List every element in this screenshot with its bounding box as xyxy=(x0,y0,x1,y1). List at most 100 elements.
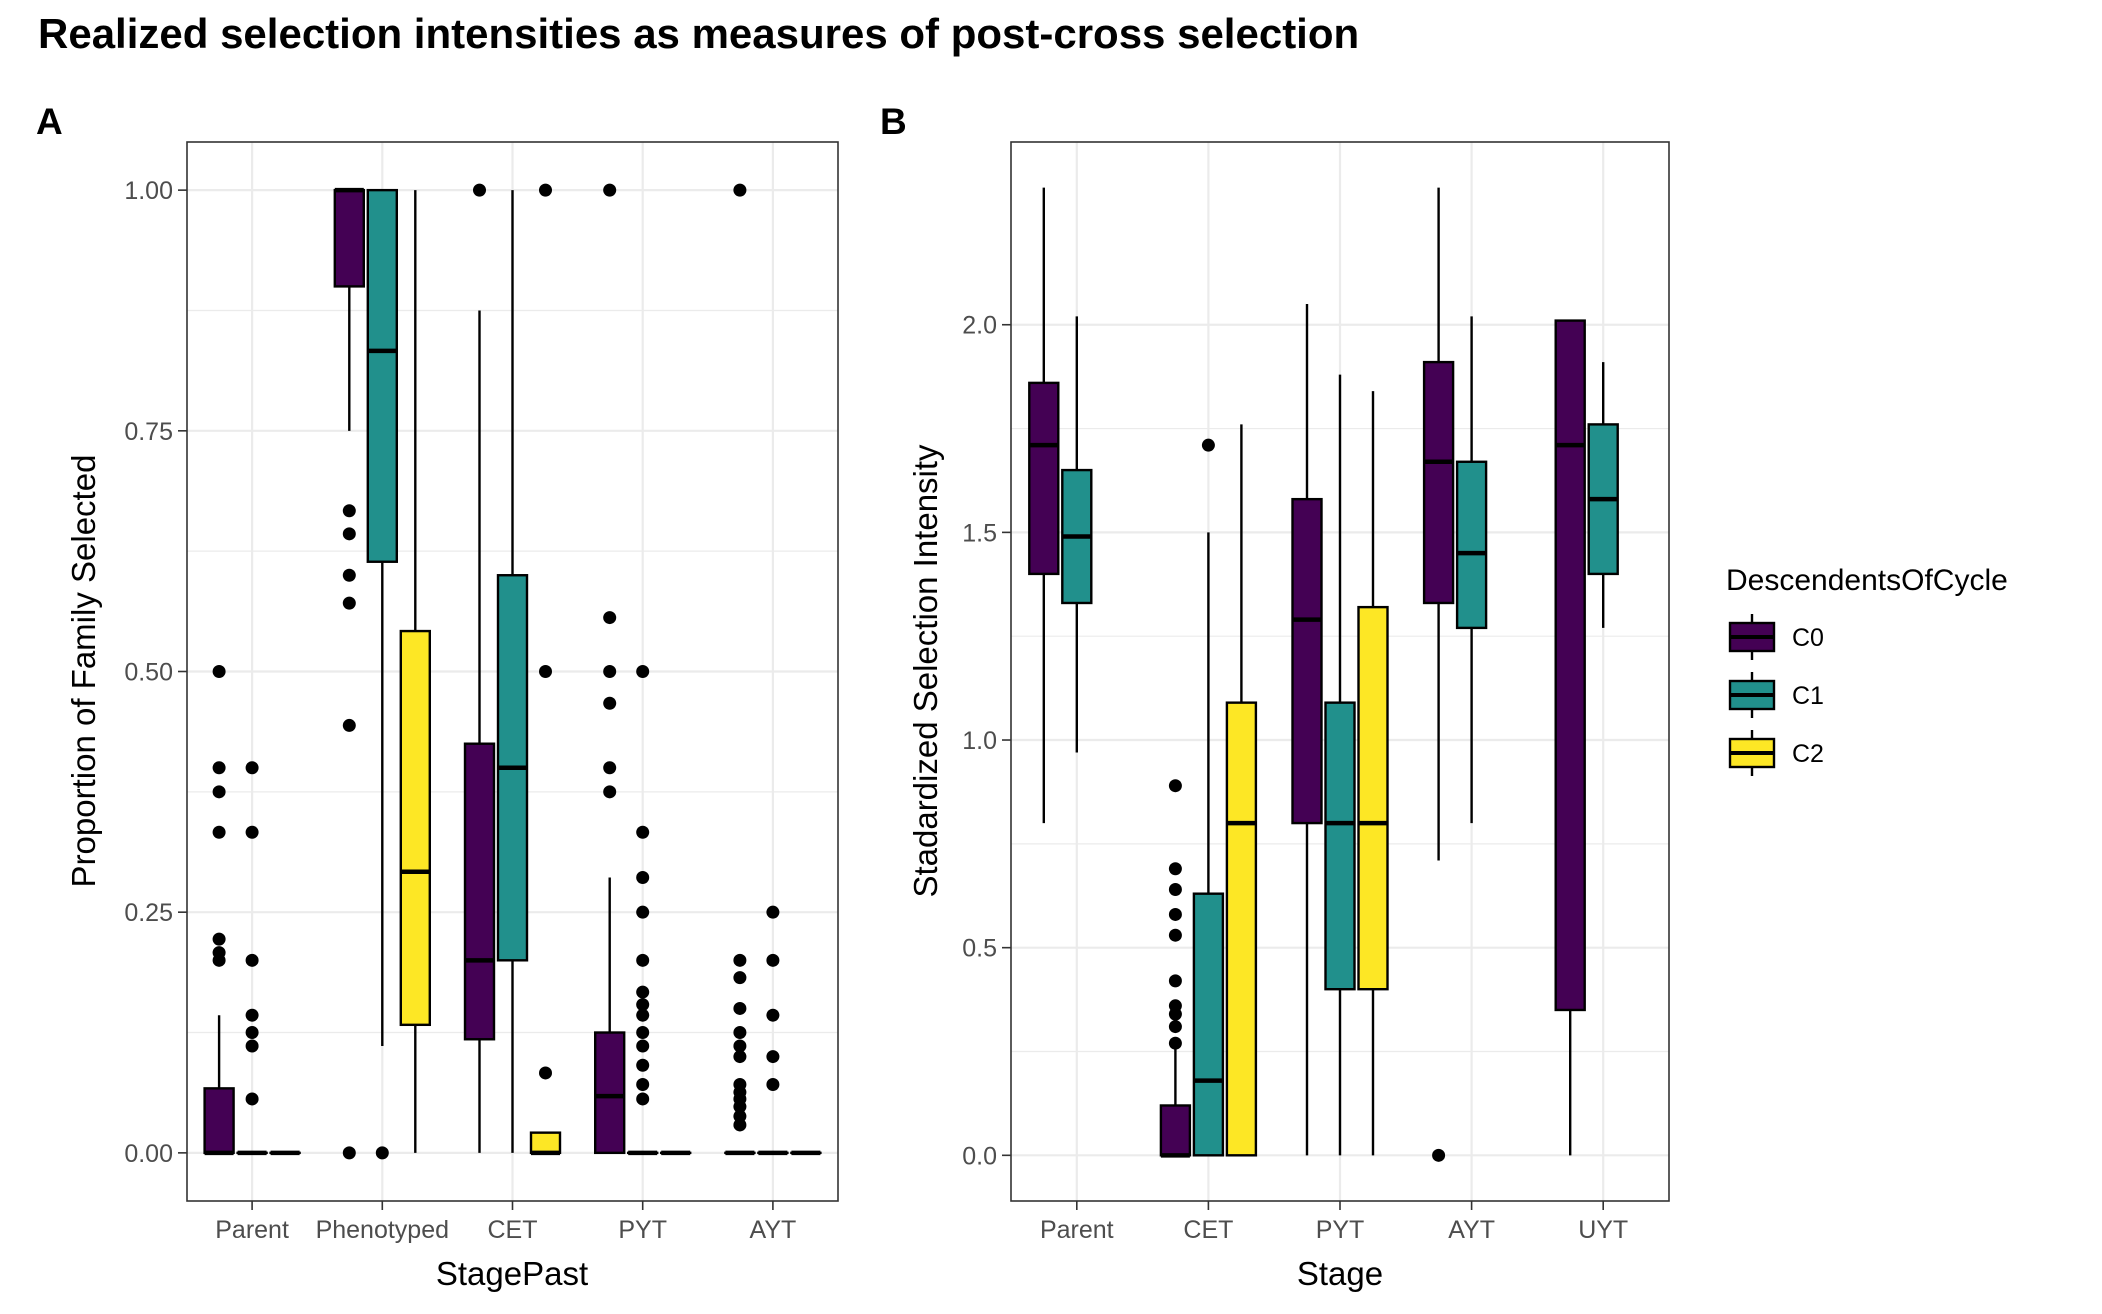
box-body xyxy=(203,1087,235,1155)
box-body xyxy=(1159,1104,1192,1157)
y-tick-label: 0.5 xyxy=(962,935,997,963)
box-body xyxy=(399,629,431,1027)
y-tick-label: 0.50 xyxy=(124,659,173,687)
outlier-point xyxy=(603,183,617,197)
box-body xyxy=(1357,605,1389,991)
box-body xyxy=(1324,701,1356,991)
box-C1-CET xyxy=(496,190,529,1153)
legend-items: C0 C1 C2 xyxy=(1728,614,1824,776)
box-body xyxy=(1455,460,1488,630)
y-tick-label: 1.00 xyxy=(124,177,173,205)
outlier-point xyxy=(342,718,356,732)
outlier-point xyxy=(212,825,226,839)
panel-a-x-label: StagePast xyxy=(436,1255,588,1292)
outlier-point xyxy=(245,825,259,839)
box-C1-UYT xyxy=(1587,362,1619,628)
outlier-point xyxy=(245,1008,259,1022)
x-tick-label: Parent xyxy=(1040,1216,1114,1244)
outlier-point xyxy=(733,1039,747,1053)
outlier-point xyxy=(1168,1020,1182,1034)
outlier-point xyxy=(539,183,552,197)
outlier-point xyxy=(733,1026,747,1040)
box-C1-CET xyxy=(1192,438,1225,1157)
outlier-point xyxy=(636,1026,650,1040)
box-body xyxy=(1028,381,1060,576)
outlier-point xyxy=(603,785,617,799)
box-C0-Phenotyped xyxy=(333,187,365,1160)
outlier-point xyxy=(636,953,650,967)
outlier-point xyxy=(766,953,780,967)
outlier-point xyxy=(766,1008,780,1022)
panel-a: A 0.00 0.25 0.50 0.75 1.00 Parent Phenotyped C… xyxy=(36,101,839,1292)
outlier-point xyxy=(636,905,650,919)
box-body xyxy=(529,1131,562,1155)
outlier-point xyxy=(1168,999,1182,1013)
box-C0-AYT xyxy=(724,183,756,1156)
outlier-point xyxy=(603,761,617,775)
outlier-point xyxy=(342,504,356,518)
outlier-point xyxy=(342,596,356,610)
outlier-point xyxy=(636,825,650,839)
x-tick-label: PYT xyxy=(618,1216,667,1244)
box-C2-CET xyxy=(529,183,562,1156)
outlier-point xyxy=(766,1078,780,1092)
x-tick-label: CET xyxy=(1183,1216,1233,1244)
box-C1-AYT xyxy=(1455,316,1488,824)
panel-b-tag: B xyxy=(880,101,907,142)
box-C1-Phenotyped xyxy=(366,188,398,1160)
outlier-point xyxy=(766,905,780,919)
panel-b-y-ticks: 0.0 0.5 1.0 1.5 2.0 xyxy=(962,312,1011,1170)
box-C1-AYT xyxy=(757,905,789,1156)
legend-label: C2 xyxy=(1792,740,1824,768)
panel-b-marks xyxy=(1028,187,1619,1162)
x-tick-label: UYT xyxy=(1578,1216,1628,1244)
y-tick-label: 0.00 xyxy=(124,1140,173,1168)
x-tick-label: Phenotyped xyxy=(316,1216,449,1244)
outlier-point xyxy=(636,1078,650,1092)
panel-a-marks xyxy=(203,183,822,1160)
outlier-point xyxy=(212,761,226,775)
outlier-point xyxy=(603,611,617,625)
y-tick-label: 0.75 xyxy=(124,418,173,446)
outlier-point xyxy=(636,1008,650,1022)
box-C2-CET xyxy=(1225,424,1258,1157)
box-C0-Parent xyxy=(1028,187,1060,824)
outlier-point xyxy=(342,1146,356,1160)
outlier-point xyxy=(733,1001,747,1015)
y-tick-label: 0.0 xyxy=(962,1142,997,1170)
outlier-point xyxy=(212,665,226,678)
panel-b-x-ticks: Parent CET PYT AYT UYT xyxy=(1040,1201,1628,1244)
outlier-point xyxy=(1168,928,1182,942)
x-tick-label: AYT xyxy=(750,1216,797,1244)
outlier-point xyxy=(245,953,259,967)
box-C1-PYT xyxy=(627,665,659,1156)
box-body xyxy=(333,188,365,288)
box-C1-PYT xyxy=(1324,374,1356,1156)
legend-title: DescendentsOfCycle xyxy=(1726,564,2008,597)
panel-b-y-label: Stadardized Selection Intensity xyxy=(907,444,944,898)
panel-a-y-ticks: 0.00 0.25 0.50 0.75 1.00 xyxy=(124,177,187,1168)
outlier-point xyxy=(636,998,650,1012)
outlier-point xyxy=(1168,883,1182,897)
panel-b-x-label: Stage xyxy=(1297,1255,1383,1292)
outlier-point xyxy=(636,871,650,885)
outlier-point xyxy=(1168,1036,1182,1050)
legend-item-C0: C0 xyxy=(1728,614,1824,660)
box-C0-UYT xyxy=(1554,319,1586,1156)
legend-item-C2: C2 xyxy=(1728,730,1824,776)
panel-a-tag: A xyxy=(36,101,63,142)
outlier-point xyxy=(733,1109,747,1123)
box-body xyxy=(463,742,496,1041)
box-body xyxy=(1192,892,1225,1157)
outlier-point xyxy=(603,665,617,678)
outlier-point xyxy=(1168,974,1182,988)
outlier-point xyxy=(245,1026,259,1040)
outlier-point xyxy=(1432,1148,1446,1162)
outlier-point xyxy=(636,665,650,678)
box-C0-PYT xyxy=(1291,303,1323,1156)
x-tick-label: Parent xyxy=(215,1216,289,1244)
outlier-point xyxy=(733,953,747,967)
box-C1-Parent xyxy=(1061,316,1093,753)
outlier-point xyxy=(603,696,617,710)
figure-title: Realized selection intensities as measur… xyxy=(38,10,1359,57)
